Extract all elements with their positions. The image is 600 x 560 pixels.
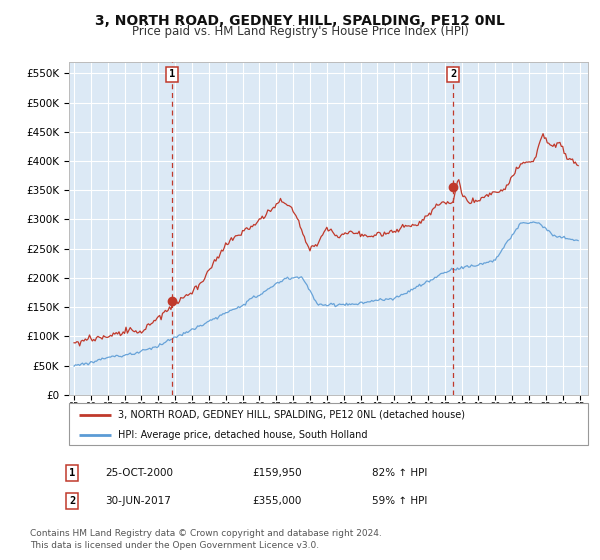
Text: 59% ↑ HPI: 59% ↑ HPI [372, 496, 427, 506]
FancyBboxPatch shape [69, 403, 588, 445]
Text: 2: 2 [69, 496, 75, 506]
Text: 82% ↑ HPI: 82% ↑ HPI [372, 468, 427, 478]
Text: Price paid vs. HM Land Registry's House Price Index (HPI): Price paid vs. HM Land Registry's House … [131, 25, 469, 38]
Text: £159,950: £159,950 [252, 468, 302, 478]
Text: Contains HM Land Registry data © Crown copyright and database right 2024.
This d: Contains HM Land Registry data © Crown c… [30, 529, 382, 550]
Text: 1: 1 [169, 69, 175, 80]
Text: 1: 1 [69, 468, 75, 478]
Text: 30-JUN-2017: 30-JUN-2017 [105, 496, 171, 506]
Text: 2: 2 [450, 69, 457, 80]
Text: HPI: Average price, detached house, South Holland: HPI: Average price, detached house, Sout… [118, 430, 368, 440]
Text: £355,000: £355,000 [252, 496, 301, 506]
Text: 3, NORTH ROAD, GEDNEY HILL, SPALDING, PE12 0NL: 3, NORTH ROAD, GEDNEY HILL, SPALDING, PE… [95, 14, 505, 28]
Text: 3, NORTH ROAD, GEDNEY HILL, SPALDING, PE12 0NL (detached house): 3, NORTH ROAD, GEDNEY HILL, SPALDING, PE… [118, 410, 466, 420]
Text: 25-OCT-2000: 25-OCT-2000 [105, 468, 173, 478]
